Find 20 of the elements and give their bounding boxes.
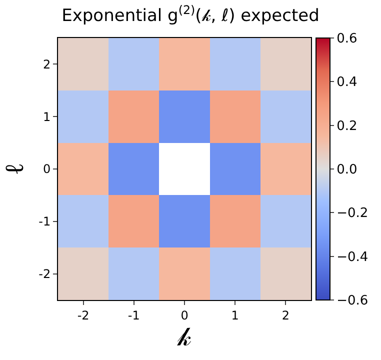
y-tick-label: 0: [42, 162, 51, 176]
color-bar-label: 0.0: [336, 162, 358, 178]
color-bar-label: −0.2: [336, 206, 368, 222]
color-bar-label: −0.4: [336, 250, 368, 265]
color-bar-label: −0.6: [336, 294, 368, 309]
y-axis-title: ℓ: [0, 162, 30, 176]
y-tick-label: 1: [42, 110, 51, 124]
x-axis-title: 𝓀: [176, 322, 192, 352]
color-bar-label: 0.2: [336, 118, 358, 134]
y-tick-label: 2: [42, 57, 51, 72]
y-tick-label: -1: [38, 214, 51, 229]
color-bar-label: 0.6: [336, 32, 358, 47]
x-tick-label: -1: [128, 308, 140, 322]
x-tick-label: 0: [180, 308, 188, 322]
color-bar-label: 0.4: [336, 75, 358, 90]
y-tick-label: -2: [38, 267, 51, 281]
x-tick-label: -2: [77, 308, 90, 322]
chart-title: Exponential g$^{(2)}$(𝓀, ℓ) expected: [62, 2, 320, 26]
x-tick-label: 2: [282, 308, 290, 322]
x-tick-label: 1: [231, 308, 239, 322]
